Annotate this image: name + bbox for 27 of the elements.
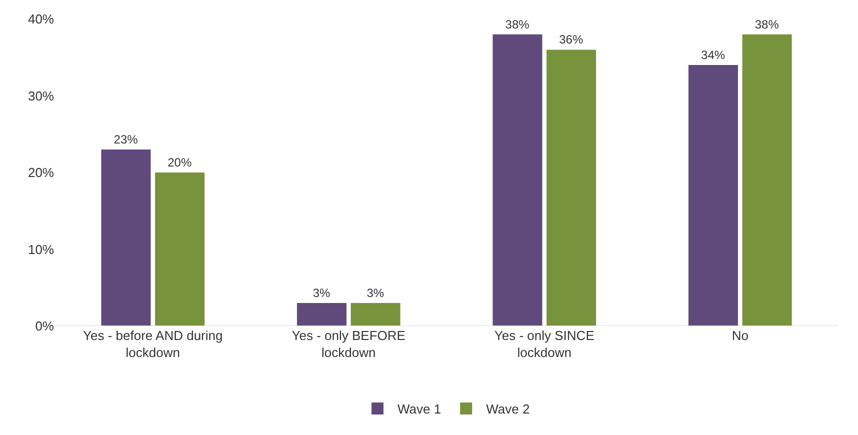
- x-tick-label: Yes - only BEFORE lockdown: [292, 328, 406, 360]
- data-label: 38%: [505, 17, 530, 32]
- bar: [492, 34, 542, 326]
- data-label: 36%: [559, 32, 584, 47]
- x-tick-label: No: [732, 328, 748, 343]
- data-label: 3%: [312, 286, 331, 300]
- data-label: 34%: [701, 48, 726, 62]
- x-tick-label: Yes - only SINCE lockdown: [494, 328, 595, 360]
- y-tick-label: 10%: [28, 242, 54, 257]
- bar: [155, 172, 205, 326]
- y-tick-label: 40%: [28, 12, 54, 27]
- y-tick-label: 20%: [28, 165, 54, 180]
- legend-label: Wave 1: [398, 402, 442, 417]
- legend-label: Wave 2: [486, 402, 530, 417]
- y-tick-label: 0%: [35, 318, 54, 334]
- x-tick-label: Yes - before AND during lockdown: [83, 328, 223, 360]
- data-label: 38%: [754, 17, 780, 32]
- y-tick-label: 30%: [28, 88, 54, 104]
- data-label: 23%: [114, 132, 138, 146]
- bar: [742, 34, 792, 326]
- bar: [350, 302, 400, 326]
- bar: [296, 302, 346, 326]
- bar: [546, 50, 596, 326]
- bar: [101, 149, 151, 326]
- data-label: 20%: [168, 156, 192, 170]
- data-label: 3%: [366, 286, 384, 300]
- bar: [688, 65, 738, 326]
